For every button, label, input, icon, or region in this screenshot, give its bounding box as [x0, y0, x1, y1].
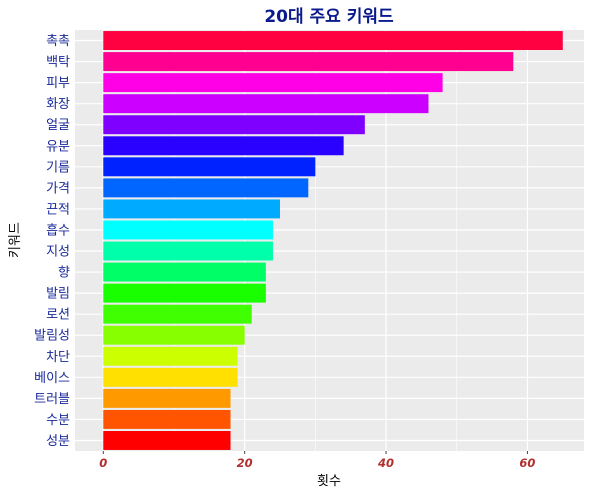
x-tick-label: 40 [377, 456, 394, 470]
category-label: 백탁 [46, 55, 70, 70]
category-label: 기름 [46, 160, 70, 175]
x-tick-label: 0 [99, 456, 107, 470]
category-label: 얼굴 [46, 118, 70, 133]
bar-20 [103, 431, 231, 450]
bar-13 [103, 283, 266, 303]
bar-9 [103, 199, 281, 219]
bar-7 [103, 157, 316, 177]
bar-16 [103, 346, 238, 366]
category-label: 성분 [46, 434, 70, 449]
bar-4 [103, 94, 429, 114]
x-axis-ticks: 0 20 40 60 [99, 451, 535, 470]
bar-5 [103, 115, 365, 135]
bar-12 [103, 262, 266, 282]
category-label: 발림 [46, 287, 70, 302]
y-axis-labels: 촉촉백탁피부화장얼굴유분기름가격끈적흡수지성향발림로션발림성차단베이스트러블수분… [34, 34, 70, 449]
category-label: 차단 [46, 350, 70, 365]
category-label: 발림성 [34, 329, 70, 344]
bar-11 [103, 241, 273, 261]
bar-14 [103, 304, 252, 324]
category-label: 트러블 [34, 392, 70, 407]
category-label: 촉촉 [46, 34, 70, 49]
category-label: 흡수 [46, 223, 70, 238]
x-axis-title: 횟수 [317, 474, 341, 489]
category-label: 베이스 [34, 371, 70, 386]
bar-10 [103, 220, 273, 240]
category-label: 피부 [46, 76, 70, 91]
bar-15 [103, 325, 245, 345]
category-label: 화장 [46, 97, 70, 112]
bar-6 [103, 136, 344, 156]
bar-8 [103, 178, 309, 198]
bar-2 [103, 52, 514, 72]
category-label: 유분 [46, 139, 70, 154]
bars [103, 31, 563, 450]
x-tick-label: 20 [237, 456, 253, 470]
bar-3 [103, 73, 443, 93]
bar-18 [103, 388, 231, 408]
category-label: 로션 [46, 308, 70, 323]
x-tick-label: 60 [519, 456, 535, 470]
bar-1 [103, 31, 563, 50]
category-label: 가격 [46, 181, 70, 196]
bar-17 [103, 367, 238, 387]
bar-19 [103, 409, 231, 429]
category-label: 향 [58, 266, 70, 281]
category-label: 끈적 [46, 202, 70, 217]
chart-title: 20대 주요 키워드 [264, 7, 394, 27]
category-label: 수분 [46, 413, 70, 428]
plot-panel [75, 30, 584, 451]
y-axis-title: 키워드 [8, 222, 23, 258]
category-label: 지성 [46, 245, 70, 260]
